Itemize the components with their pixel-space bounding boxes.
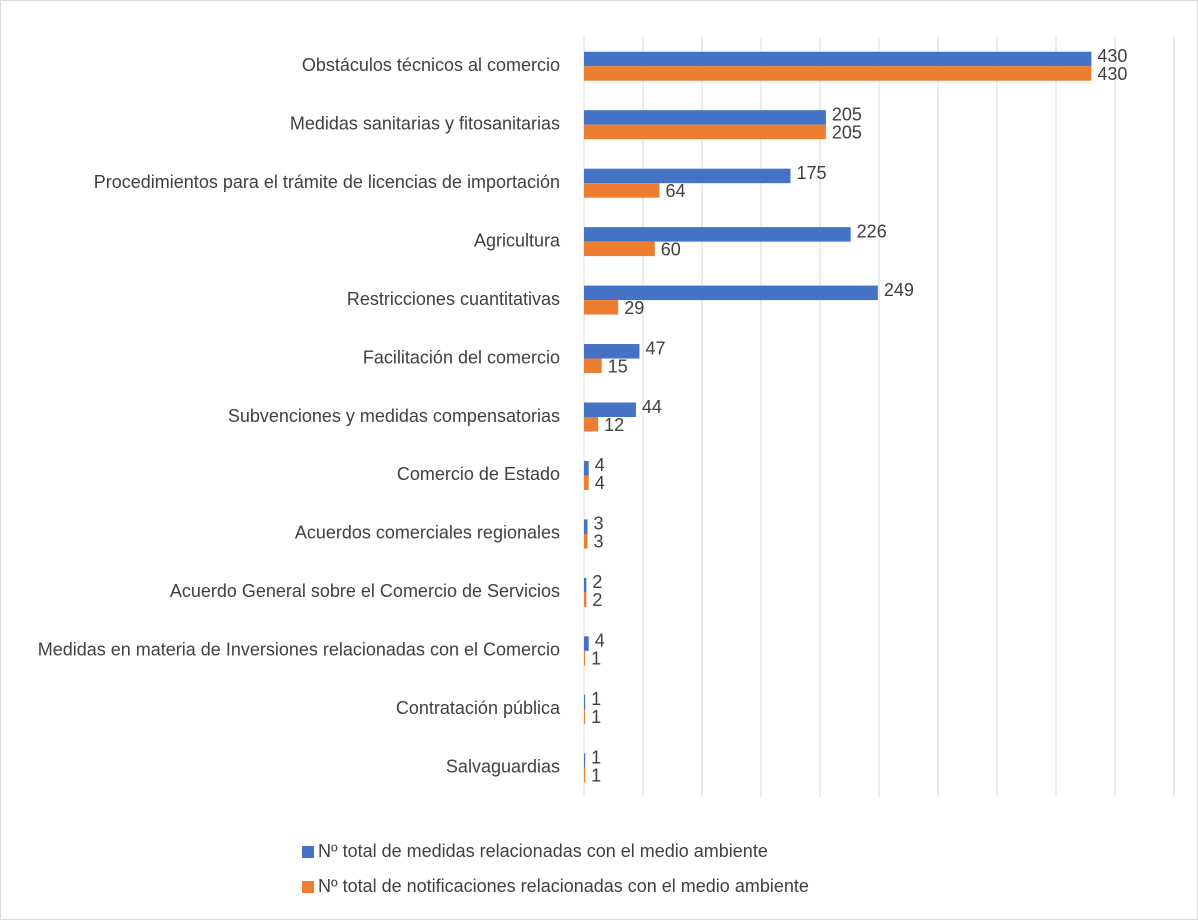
bar <box>584 709 586 724</box>
data-label: 1 <box>591 649 601 669</box>
y-tick-label: Obstáculos técnicos al comercio <box>302 55 560 75</box>
data-label: 4 <box>595 473 605 493</box>
y-tick-label: Subvenciones y medidas compensatorias <box>228 406 560 426</box>
data-label: 1 <box>591 766 601 786</box>
data-label: 430 <box>1097 64 1127 84</box>
bar <box>584 300 619 315</box>
data-label: 1 <box>591 748 601 768</box>
bar <box>584 51 1092 67</box>
bar <box>584 694 586 710</box>
bar <box>584 753 586 768</box>
legend-swatch <box>302 881 314 893</box>
data-label: 1 <box>591 689 601 709</box>
data-label: 4 <box>595 631 605 651</box>
y-tick-label: Comercio de Estado <box>397 464 560 484</box>
data-label: 3 <box>594 514 604 534</box>
data-label: 64 <box>666 181 686 201</box>
bar <box>584 636 589 651</box>
data-label: 249 <box>884 280 914 300</box>
y-tick-label: Medidas sanitarias y fitosanitarias <box>290 113 560 133</box>
legend-label: Nº total de medidas relacionadas con el … <box>318 841 768 861</box>
y-tick-label: Acuerdos comerciales regionales <box>295 523 560 543</box>
bar <box>584 344 640 359</box>
data-label: 2 <box>592 590 602 610</box>
y-tick-label: Agricultura <box>474 230 561 250</box>
data-label: 205 <box>832 104 862 124</box>
data-label: 15 <box>608 356 628 376</box>
legend-label: Nº total de notificaciones relacionadas … <box>318 876 809 896</box>
y-tick-label: Procedimientos para el trámite de licenc… <box>94 172 560 192</box>
data-label: 60 <box>661 239 681 259</box>
y-tick-label: Facilitación del comercio <box>363 347 560 367</box>
bar <box>584 592 587 607</box>
legend-swatch <box>302 846 314 858</box>
bar <box>584 402 636 417</box>
bar <box>584 519 588 534</box>
data-label: 1 <box>591 707 601 727</box>
bar <box>584 110 826 125</box>
data-label: 205 <box>832 122 862 142</box>
bar <box>584 533 588 549</box>
y-tick-label: Medidas en materia de Inversiones relaci… <box>38 640 560 660</box>
bar <box>584 66 1092 81</box>
bar <box>584 577 587 593</box>
bar <box>584 650 586 666</box>
data-label: 4 <box>595 455 605 475</box>
bar <box>584 241 655 257</box>
data-label: 226 <box>857 221 887 241</box>
y-tick-label: Restricciones cuantitativas <box>347 289 560 309</box>
data-label: 47 <box>645 338 665 358</box>
bar <box>584 183 660 198</box>
data-label: 430 <box>1097 46 1127 66</box>
y-tick-label: Acuerdo General sobre el Comercio de Ser… <box>170 581 560 601</box>
bar <box>584 767 586 783</box>
data-label: 3 <box>594 532 604 552</box>
data-label: 2 <box>592 572 602 592</box>
data-label: 44 <box>642 397 662 417</box>
data-label: 175 <box>797 163 827 183</box>
bar <box>584 168 791 184</box>
bar <box>584 285 878 301</box>
y-tick-label: Salvaguardias <box>446 757 560 777</box>
bar <box>584 460 589 476</box>
bar <box>584 417 599 432</box>
data-label: 12 <box>604 415 624 435</box>
y-tick-label: Contratación pública <box>396 698 561 718</box>
bar <box>584 475 589 490</box>
data-label: 29 <box>624 298 644 318</box>
bar <box>584 227 851 242</box>
bar <box>584 124 826 140</box>
bar <box>584 358 602 374</box>
